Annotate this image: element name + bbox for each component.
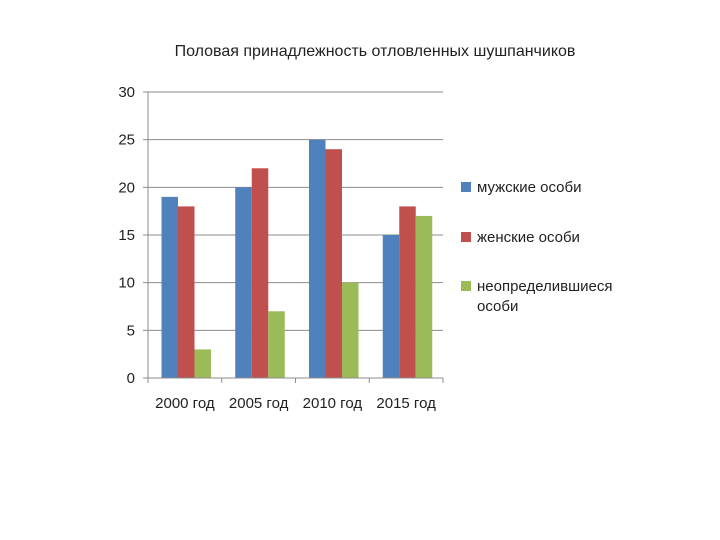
bars — [161, 139, 433, 378]
bar — [268, 311, 285, 378]
x-tick-label: 2000 год — [155, 395, 215, 412]
legend-swatch — [461, 182, 471, 192]
x-tick-label: 2010 год — [303, 395, 363, 412]
bar — [178, 206, 195, 378]
y-tick-label: 30 — [118, 84, 135, 101]
y-tick-label: 25 — [118, 132, 135, 149]
legend-label: неопределившиеся особи — [477, 278, 613, 315]
bar — [325, 149, 342, 378]
y-tick-label: 10 — [118, 275, 135, 292]
bar — [399, 206, 416, 378]
y-tick-label: 15 — [118, 227, 135, 244]
bar — [382, 235, 400, 378]
bar — [194, 349, 211, 378]
bar — [161, 196, 178, 378]
x-tick-label: 2005 год — [229, 395, 289, 412]
bar — [342, 282, 359, 378]
y-tick-label: 0 — [127, 370, 135, 387]
x-tick-label: 2015 год — [376, 395, 436, 412]
x-axis-ticks: 2000 год 2005 год 2010 год 2015 год — [147, 378, 444, 412]
chart-title: Половая принадлежность отловленных шушпа… — [175, 43, 576, 60]
y-tick-label: 20 — [118, 179, 135, 196]
bar — [415, 215, 433, 378]
bar — [235, 187, 252, 378]
bar — [251, 168, 269, 378]
bar — [309, 139, 326, 378]
y-tick-label: 5 — [127, 322, 135, 339]
legend-swatch — [461, 281, 471, 291]
legend: мужские особи женские особи неопределившие… — [461, 179, 613, 315]
y-axis-ticks: 0 5 10 15 20 25 30 — [118, 84, 148, 387]
legend-swatch — [461, 232, 471, 242]
legend-label: мужские особи — [477, 179, 581, 196]
legend-label: женские особи — [477, 229, 580, 246]
